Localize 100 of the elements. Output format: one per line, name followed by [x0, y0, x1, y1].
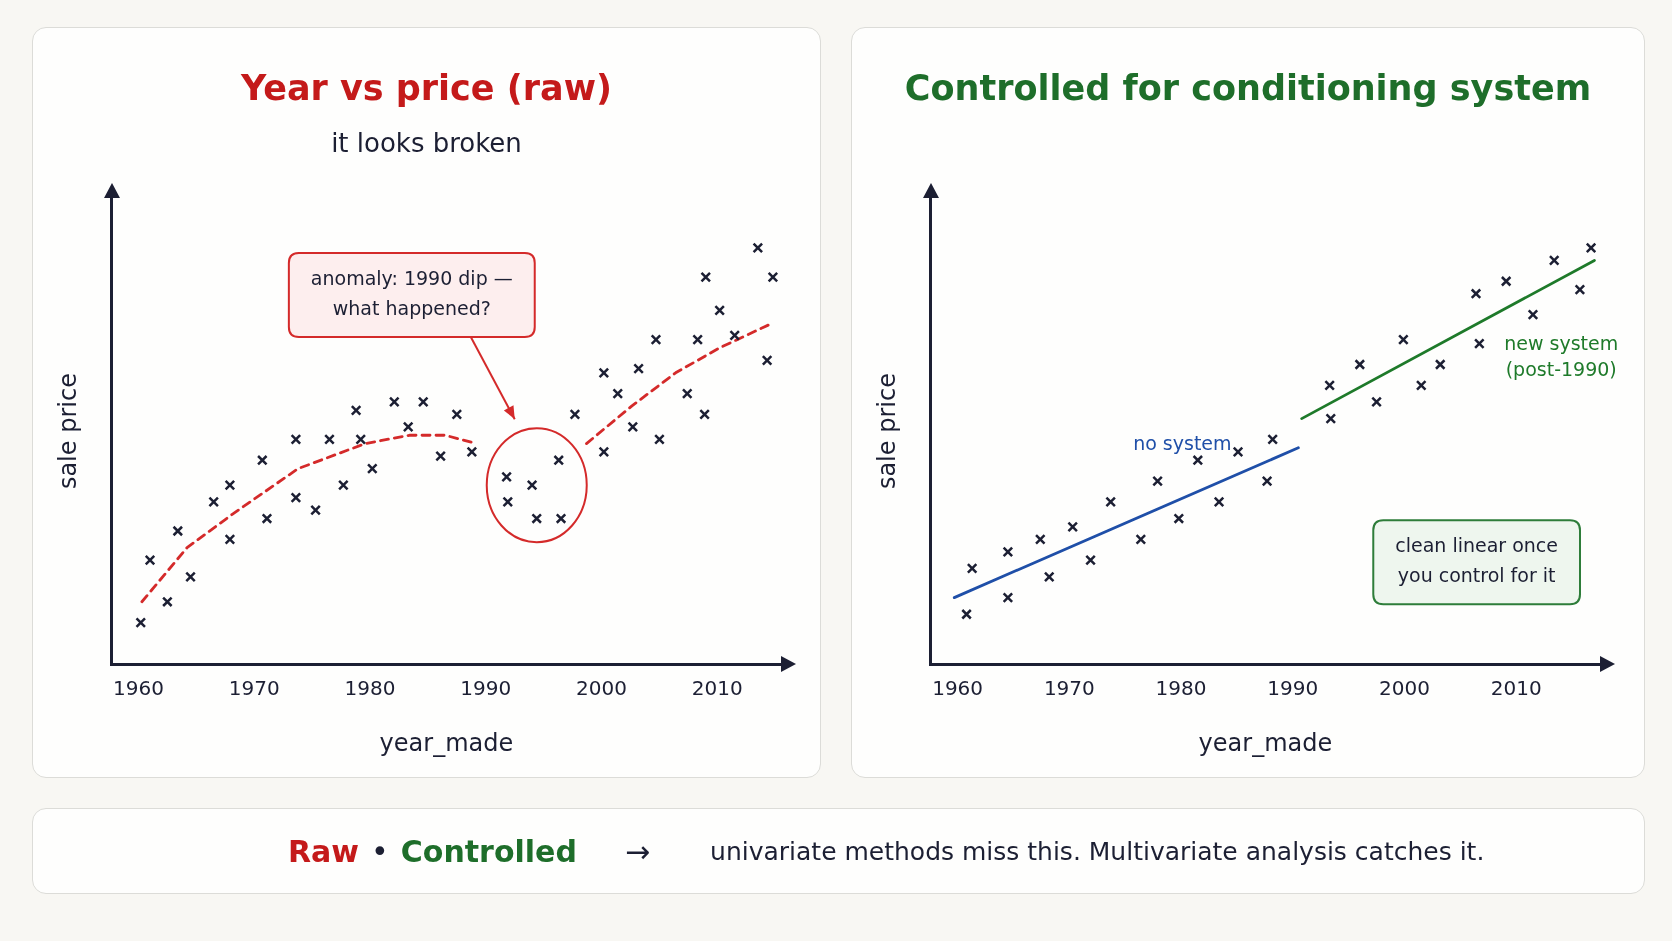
x-tick-label: 1970	[1043, 676, 1095, 701]
point	[1267, 433, 1279, 445]
point	[290, 492, 302, 504]
point	[402, 421, 414, 433]
point	[531, 513, 543, 525]
point	[366, 463, 378, 475]
x-tick-label: 2010	[691, 676, 743, 701]
x-tick-label: 1980	[344, 676, 396, 701]
point	[388, 396, 400, 408]
text: →	[624, 833, 651, 869]
point	[553, 454, 565, 466]
point	[1397, 334, 1409, 346]
x-tick-label: 1960	[112, 676, 164, 701]
point	[1152, 475, 1164, 487]
point	[172, 525, 184, 537]
point	[355, 433, 367, 445]
text: Controlled	[400, 833, 577, 869]
point	[1043, 571, 1055, 583]
point	[435, 450, 447, 462]
point	[1354, 359, 1366, 370]
point	[1574, 284, 1586, 296]
point	[633, 363, 645, 375]
point	[1173, 513, 1185, 525]
point	[681, 388, 693, 400]
point	[1002, 546, 1014, 558]
point	[501, 471, 513, 483]
x-tick-label: 2010	[1490, 676, 1542, 701]
point	[290, 433, 302, 445]
point	[224, 479, 236, 491]
point	[569, 408, 581, 420]
point	[350, 404, 362, 416]
point	[1324, 379, 1336, 391]
point	[224, 533, 236, 545]
point	[1105, 496, 1117, 508]
point	[1527, 309, 1539, 321]
text: •	[371, 833, 389, 869]
point	[1213, 496, 1225, 508]
point	[1192, 454, 1204, 466]
point	[752, 242, 764, 254]
point	[1470, 288, 1482, 300]
point	[761, 354, 773, 366]
point	[526, 479, 538, 491]
text: univariate methods miss this. Multivariate analysis catches it.	[710, 836, 1485, 866]
point	[161, 596, 173, 608]
point	[700, 271, 712, 283]
point	[1500, 275, 1512, 287]
point	[598, 367, 610, 379]
point	[1325, 413, 1337, 425]
point	[714, 304, 726, 316]
series-label: new system (post-1990)	[1504, 331, 1619, 380]
x-axis-title: year_made	[1198, 728, 1333, 757]
point	[1371, 396, 1383, 408]
point	[653, 433, 665, 445]
x-tick-label: 2000	[1379, 676, 1430, 701]
point	[337, 479, 349, 491]
point	[135, 617, 147, 629]
x-tick-label: 1990	[460, 676, 512, 701]
point	[1473, 338, 1485, 350]
x-tick-label: 1960	[932, 676, 984, 701]
point	[692, 334, 704, 346]
point	[1034, 533, 1046, 545]
x-tick-label: 1980	[1155, 676, 1207, 701]
point	[185, 571, 197, 583]
point	[208, 496, 220, 508]
point	[1261, 475, 1273, 487]
point	[1067, 521, 1079, 533]
chart-subtitle: it looks broken	[330, 128, 523, 158]
point	[451, 408, 463, 420]
point	[961, 608, 973, 620]
annotation: clean linear once you control for it	[1395, 534, 1558, 587]
point	[1232, 446, 1244, 458]
y-axis-title: sale price	[872, 373, 901, 490]
chart-title: Controlled for conditioning system	[903, 68, 1593, 108]
point	[144, 554, 156, 566]
point	[1085, 554, 1097, 566]
point	[1548, 254, 1560, 266]
x-tick-label: 2000	[576, 676, 627, 701]
x-tick-label: 1970	[228, 676, 280, 701]
point	[310, 504, 322, 516]
point	[729, 329, 741, 341]
point	[1434, 359, 1446, 370]
point	[1002, 592, 1014, 604]
point	[502, 496, 514, 508]
point	[1135, 533, 1147, 545]
annotation: anomaly: 1990 dip — what happened?	[310, 266, 513, 319]
point	[1415, 379, 1427, 391]
point	[555, 513, 567, 525]
series-label: no system	[1133, 432, 1232, 455]
chart-title: Year vs price (raw)	[240, 68, 613, 108]
x-tick-label: 1990	[1267, 676, 1319, 701]
point	[1585, 242, 1597, 254]
text: Raw	[288, 833, 360, 869]
point	[699, 408, 711, 420]
point	[598, 446, 610, 458]
point	[466, 446, 478, 458]
point	[256, 454, 268, 466]
point	[627, 421, 639, 433]
point	[650, 334, 662, 346]
point	[767, 271, 779, 283]
point	[417, 396, 429, 408]
